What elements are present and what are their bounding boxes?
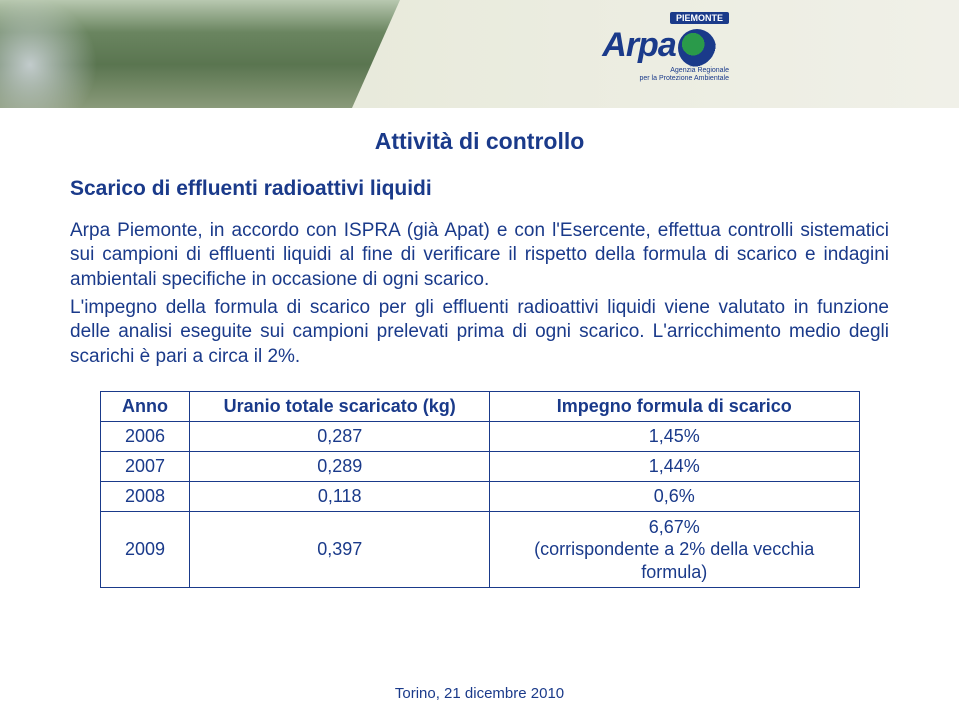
paragraph-1: Arpa Piemonte, in accordo con ISPRA (già…	[70, 219, 889, 292]
cell-uranio: 0,118	[190, 481, 490, 511]
discharge-table: Anno Uranio totale scaricato (kg) Impegn…	[100, 391, 860, 589]
cell-anno: 2009	[100, 511, 190, 588]
table-header-row: Anno Uranio totale scaricato (kg) Impegn…	[100, 391, 859, 421]
header-photo	[0, 0, 400, 108]
cell-uranio: 0,287	[190, 421, 490, 451]
table-row: 2008 0,118 0,6%	[100, 481, 859, 511]
region-tag: PIEMONTE	[670, 12, 729, 24]
page-title: Attività di controllo	[70, 128, 889, 155]
paragraph-2: L'impegno della formula di scarico per g…	[70, 296, 889, 369]
cell-anno: 2008	[100, 481, 190, 511]
table-row: 2006 0,287 1,45%	[100, 421, 859, 451]
footer-text: Torino, 21 dicembre 2010	[0, 685, 959, 702]
page-subtitle: Scarico di effluenti radioattivi liquidi	[70, 177, 889, 201]
arpa-logo-subtitle: Agenzia Regionaleper la Protezione Ambie…	[589, 67, 729, 82]
header-band: PIEMONTE Arpa Agenzia Regionaleper la Pr…	[0, 0, 959, 108]
cell-anno: 2006	[100, 421, 190, 451]
arpa-logo-text: Arpa	[602, 26, 675, 65]
cell-impegno: 1,45%	[489, 421, 859, 451]
table-row: 2009 0,397 6,67%(corrispondente a 2% del…	[100, 511, 859, 588]
cell-uranio: 0,289	[190, 451, 490, 481]
cell-uranio: 0,397	[190, 511, 490, 588]
arpa-swirl-icon	[678, 29, 716, 67]
table-row: 2007 0,289 1,44%	[100, 451, 859, 481]
col-header-uranio: Uranio totale scaricato (kg)	[190, 391, 490, 421]
table-container: Anno Uranio totale scaricato (kg) Impegn…	[70, 391, 889, 589]
cell-anno: 2007	[100, 451, 190, 481]
cell-impegno: 0,6%	[489, 481, 859, 511]
content-area: Attività di controllo Scarico di effluen…	[0, 108, 959, 588]
logo-area: PIEMONTE Arpa Agenzia Regionaleper la Pr…	[589, 12, 729, 82]
col-header-anno: Anno	[100, 391, 190, 421]
arpa-logo: Arpa	[602, 26, 715, 65]
cell-impegno: 6,67%(corrispondente a 2% della vecchia …	[489, 511, 859, 588]
cell-impegno: 1,44%	[489, 451, 859, 481]
col-header-impegno: Impegno formula di scarico	[489, 391, 859, 421]
